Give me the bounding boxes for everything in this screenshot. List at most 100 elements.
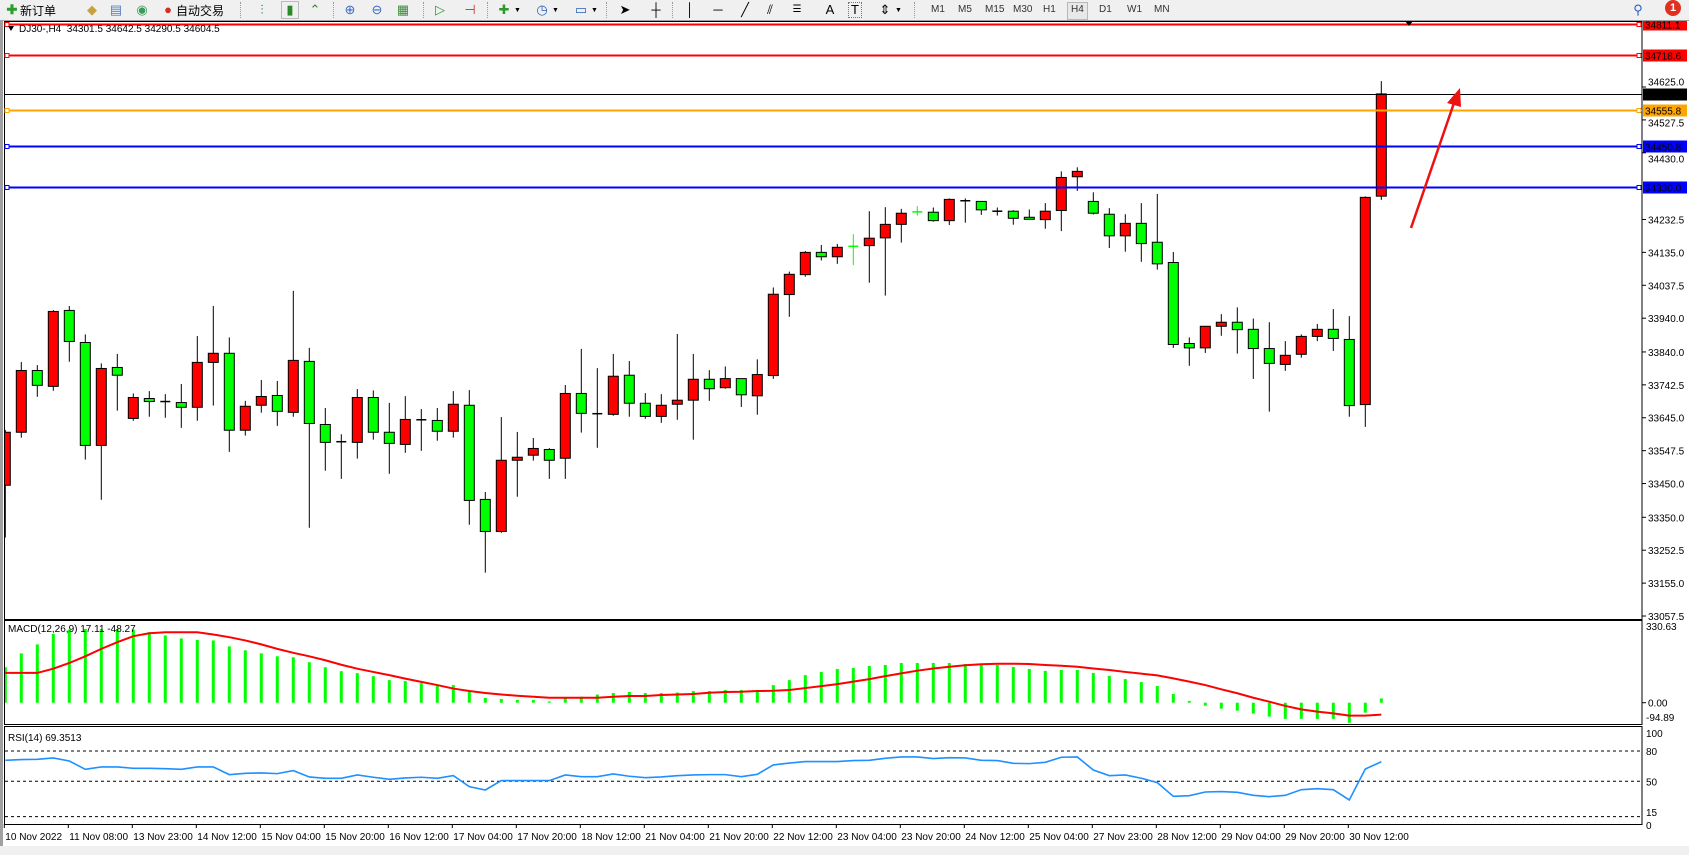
candle[interactable]: [1215, 314, 1227, 336]
candle[interactable]: [607, 353, 619, 416]
periods-button[interactable]: ◷ ▼: [534, 1, 559, 19]
candle[interactable]: [1231, 307, 1243, 354]
candle[interactable]: [767, 287, 779, 379]
candle[interactable]: [1295, 334, 1307, 358]
candle[interactable]: [1247, 318, 1259, 379]
cursor-button[interactable]: ➤: [617, 1, 633, 19]
bar-chart-button[interactable]: ⫶: [254, 1, 270, 19]
candle[interactable]: [1311, 323, 1323, 342]
candle[interactable]: [271, 380, 283, 426]
zoom-in-button[interactable]: ⊕: [342, 1, 358, 19]
candle[interactable]: [831, 243, 843, 264]
candle[interactable]: [143, 391, 155, 417]
candle[interactable]: [0, 429, 11, 538]
candle[interactable]: [207, 306, 219, 406]
candle[interactable]: [175, 383, 187, 428]
vertical-line-button[interactable]: │: [682, 1, 698, 19]
candle[interactable]: [703, 370, 715, 401]
tile-windows-button[interactable]: ▦: [395, 1, 411, 19]
candle[interactable]: [895, 208, 907, 243]
fibonacci-button[interactable]: ☰: [789, 1, 805, 19]
candle[interactable]: [399, 396, 411, 453]
text-button[interactable]: A: [822, 1, 838, 19]
candle[interactable]: [1199, 325, 1211, 353]
candle[interactable]: [879, 207, 891, 296]
auto-trading-button[interactable]: ● 自动交易: [160, 1, 224, 19]
candle[interactable]: [63, 306, 75, 362]
candle[interactable]: [1151, 193, 1163, 270]
timeframe-h1[interactable]: H1: [1043, 4, 1056, 15]
candle[interactable]: [1023, 209, 1035, 220]
candle[interactable]: [1087, 192, 1099, 215]
candle[interactable]: [575, 348, 587, 433]
candle[interactable]: [431, 407, 443, 441]
candle[interactable]: [1007, 210, 1019, 225]
candle[interactable]: [479, 491, 491, 573]
candle[interactable]: [367, 390, 379, 440]
candle[interactable]: [511, 431, 523, 497]
candle[interactable]: [927, 207, 939, 222]
candle[interactable]: [239, 400, 251, 436]
candle[interactable]: [592, 368, 603, 448]
candle[interactable]: [47, 310, 59, 391]
candle[interactable]: [160, 394, 171, 418]
candle[interactable]: [943, 198, 955, 226]
candle[interactable]: [15, 362, 27, 438]
candle[interactable]: [751, 359, 763, 415]
new-order-button[interactable]: ✚ 新订单: [4, 1, 56, 19]
candle[interactable]: [527, 437, 539, 461]
candle[interactable]: [687, 353, 699, 440]
text-label-button[interactable]: T: [848, 1, 862, 19]
candle[interactable]: [223, 337, 235, 452]
timeframe-m5[interactable]: M5: [958, 4, 972, 15]
candle[interactable]: [992, 207, 1003, 216]
candle[interactable]: [31, 365, 43, 397]
candle[interactable]: [783, 271, 795, 317]
candle[interactable]: [1055, 171, 1067, 232]
market-watch-button[interactable]: ▤: [108, 1, 124, 19]
equidistant-channel-button[interactable]: ⫽: [762, 1, 778, 19]
candle[interactable]: [559, 385, 571, 479]
candle[interactable]: [1167, 252, 1179, 348]
candle[interactable]: [863, 211, 875, 283]
candle[interactable]: [1039, 203, 1051, 229]
crosshair-button[interactable]: ┼: [648, 1, 664, 19]
timeframe-mn[interactable]: MN: [1154, 4, 1170, 15]
timeframe-m30[interactable]: M30: [1013, 4, 1033, 15]
templates-button[interactable]: ▭ ▼: [574, 2, 598, 17]
candle[interactable]: [416, 408, 427, 451]
candle[interactable]: [1263, 322, 1275, 412]
candlestick-button[interactable]: ▮: [281, 1, 299, 19]
search-button[interactable]: ⚲: [1630, 1, 1646, 19]
candle[interactable]: [383, 402, 395, 474]
candle[interactable]: [815, 244, 827, 261]
zoom-out-button[interactable]: ⊖: [369, 1, 385, 19]
candle[interactable]: [1103, 208, 1115, 248]
arrows-button[interactable]: ⇕ ▼: [877, 1, 902, 19]
candle[interactable]: [79, 334, 91, 460]
candle[interactable]: [303, 347, 315, 528]
candle[interactable]: [319, 407, 331, 471]
candle[interactable]: [639, 393, 651, 419]
timeframe-w1[interactable]: W1: [1127, 4, 1142, 15]
candle[interactable]: [255, 379, 267, 413]
candle[interactable]: [495, 417, 507, 533]
candle[interactable]: [1327, 309, 1339, 351]
candle[interactable]: [463, 390, 475, 525]
candle[interactable]: [735, 378, 747, 407]
candle[interactable]: [287, 290, 299, 417]
candle[interactable]: [1359, 196, 1371, 427]
metaeditor-button[interactable]: ◆: [84, 1, 100, 19]
candle[interactable]: [336, 434, 347, 479]
candle[interactable]: [127, 393, 139, 421]
timeframe-m15[interactable]: M15: [985, 4, 1005, 15]
line-chart-button[interactable]: ⌃: [307, 1, 323, 19]
candle[interactable]: [960, 198, 971, 223]
horizontal-line-button[interactable]: ─: [710, 1, 726, 19]
candle[interactable]: [671, 334, 683, 420]
candle[interactable]: [95, 363, 107, 500]
candle[interactable]: [1119, 214, 1131, 252]
candle[interactable]: [191, 336, 203, 421]
indicators-button[interactable]: ✚ ▼: [496, 1, 521, 19]
